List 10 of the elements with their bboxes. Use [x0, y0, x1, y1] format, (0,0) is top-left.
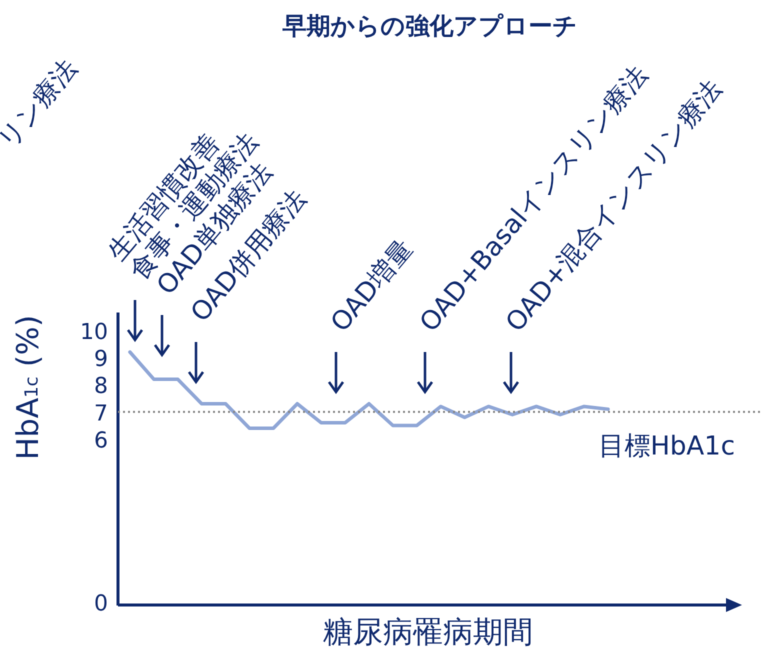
y-tick-label: 8 — [94, 374, 108, 400]
y-tick-label: 7 — [94, 401, 108, 426]
y-tick-label: 10 — [80, 320, 108, 345]
y-tick-label: 0 — [94, 592, 108, 617]
y-tick-label: 9 — [94, 346, 108, 372]
x-axis-title: 糖尿病罹病期間 — [323, 614, 533, 650]
ref-line-label: 目標HbA1c — [598, 432, 735, 462]
y-axis-title: HbA1c (%) — [10, 314, 46, 460]
y-tick-label: 6 — [94, 428, 108, 454]
chart-title: 早期からの強化アプローチ — [282, 12, 578, 40]
